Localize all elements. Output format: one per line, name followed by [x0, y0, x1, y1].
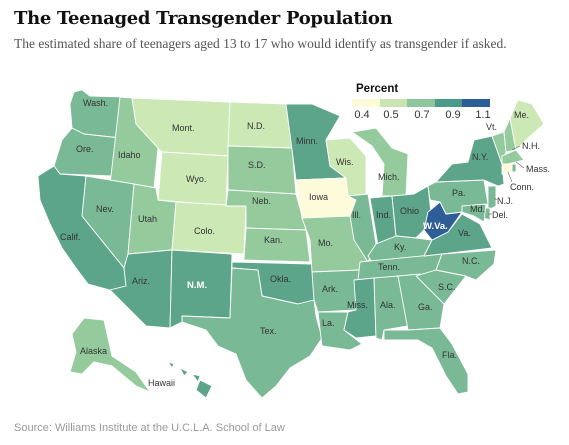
leader-line-nh	[511, 145, 521, 151]
state-label-co: Colo.	[194, 226, 215, 236]
state-label-mi: Mich.	[378, 172, 400, 182]
state-label-wv: W.Va.	[423, 221, 448, 232]
state-label-ok: Okla.	[270, 274, 291, 284]
state-label-mo: Mo.	[318, 238, 333, 248]
state-label-ne: Neb.	[252, 196, 271, 206]
state-label-nm: N.M.	[187, 280, 207, 291]
state-label-wi: Wis.	[336, 157, 354, 167]
legend-swatch-0	[352, 99, 380, 107]
legend-tick-3: 0.9	[445, 109, 461, 121]
source-note: Source: Williams Institute at the U.C.L.…	[14, 422, 285, 434]
state-label-tx: Tex.	[260, 326, 277, 336]
page-title: The Teenaged Transgender Population	[14, 8, 393, 29]
state-fl[interactable]	[383, 327, 469, 395]
state-label-sc: S.C.	[438, 282, 456, 292]
state-label-nj: N.J.	[497, 196, 513, 206]
legend-tick-0: 0.4	[354, 109, 370, 121]
legend-color-bar	[352, 99, 490, 107]
state-label-ia: Iowa	[309, 192, 328, 202]
state-ny[interactable]	[435, 135, 505, 187]
state-label-wy: Wyo.	[186, 174, 206, 184]
state-label-tn: Tenn.	[378, 262, 400, 272]
state-ri[interactable]	[511, 163, 517, 173]
state-label-ky: Ky.	[394, 242, 406, 252]
state-label-ak: Alaska	[80, 346, 107, 356]
state-label-ma: Mass.	[526, 164, 550, 174]
state-label-mn: Minn.	[296, 136, 318, 146]
legend-swatch-4	[462, 99, 490, 107]
state-label-mt: Mont.	[172, 123, 195, 133]
legend-tick-4: 1.1	[475, 109, 491, 121]
state-label-pa: Pa.	[452, 188, 466, 198]
legend-tick-2: 0.7	[414, 109, 430, 121]
state-label-sd: S.D.	[248, 160, 266, 170]
legend-swatch-2	[407, 99, 435, 107]
state-nj[interactable]	[487, 185, 497, 211]
state-label-al: Ala.	[380, 300, 396, 310]
state-label-id: Idaho	[118, 150, 141, 160]
state-label-ga: Ga.	[418, 302, 433, 312]
color-legend: Percent 0.4 0.5 0.7 0.9 1.1	[352, 83, 492, 123]
page-subtitle: The estimated share of teenagers aged 13…	[14, 36, 507, 51]
leader-line-nj	[493, 197, 498, 201]
state-label-nh: N.H.	[522, 141, 540, 151]
state-label-az: Ariz.	[132, 276, 150, 286]
state-label-ca: Calif.	[60, 232, 81, 242]
state-hi[interactable]	[167, 361, 213, 399]
state-label-ct: Conn.	[510, 182, 534, 192]
legend-ticks: 0.4 0.5 0.7 0.9 1.1	[352, 109, 490, 123]
state-label-wa: Wash.	[83, 98, 108, 108]
state-il[interactable]	[347, 193, 377, 263]
state-label-la: La.	[322, 318, 335, 328]
state-label-ut: Utah	[138, 214, 157, 224]
state-label-in: Ind.	[376, 210, 391, 220]
state-label-md: Md.	[470, 204, 485, 214]
state-md[interactable]	[461, 203, 487, 223]
leader-line-ct	[507, 171, 513, 183]
state-label-hi: Hawaii	[148, 378, 175, 388]
state-label-nv: Nev.	[96, 204, 114, 214]
state-ar[interactable]	[311, 269, 361, 313]
state-sd[interactable]	[227, 145, 297, 195]
legend-swatch-3	[434, 99, 463, 107]
state-ks[interactable]	[243, 227, 311, 263]
state-label-vt: Vt.	[486, 122, 497, 132]
state-label-nc: N.C.	[462, 256, 480, 266]
state-ga[interactable]	[397, 273, 445, 331]
state-label-ks: Kan.	[264, 235, 283, 245]
legend-swatch-1	[379, 99, 408, 107]
state-label-va: Va.	[458, 228, 471, 238]
state-label-ar: Ark.	[322, 284, 338, 294]
state-label-or: Ore.	[76, 144, 94, 154]
state-label-nd: N.D.	[247, 121, 265, 131]
state-label-oh: Ohio	[400, 206, 419, 216]
state-label-de: Del.	[492, 210, 508, 220]
state-label-fl: Fla.	[442, 350, 457, 360]
state-tx[interactable]	[181, 267, 323, 399]
legend-title: Percent	[356, 83, 399, 95]
state-ct[interactable]	[501, 163, 513, 175]
state-label-me: Me.	[514, 110, 529, 120]
legend-tick-1: 0.5	[383, 109, 399, 121]
state-label-il: Ill.	[352, 210, 361, 220]
state-label-ny: N.Y.	[472, 152, 488, 162]
state-label-ms: Miss.	[347, 300, 368, 310]
leader-line-ma	[515, 161, 525, 169]
state-ak[interactable]	[69, 317, 151, 393]
